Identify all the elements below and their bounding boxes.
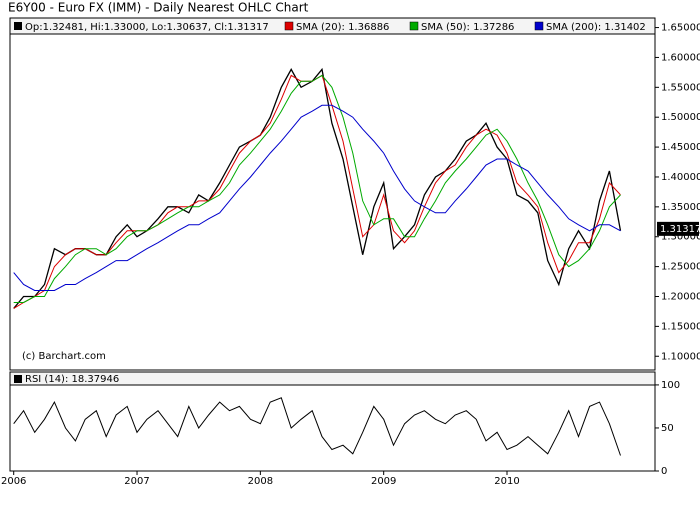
series-line — [13, 67, 622, 309]
x-tick-label: 2010 — [494, 476, 519, 487]
chart-title: E6Y00 - Euro FX (IMM) - Daily Nearest OH… — [8, 1, 309, 15]
ohlc-label: Op:1.32481, Hi:1.33000, Lo:1.30637, Cl:1… — [25, 22, 269, 33]
y-tick-label: 1.20000 — [661, 291, 700, 302]
y-tick-label: 0 — [661, 466, 667, 477]
x-tick-label: 2009 — [371, 476, 396, 487]
rsi-legend-bar — [9, 371, 656, 386]
y-tick-label: 1.30000 — [661, 232, 700, 243]
legend-label: SMA (200): 1.31402 — [546, 22, 646, 33]
price-panel — [9, 17, 656, 371]
y-tick-label: 1.35000 — [661, 202, 700, 213]
series-line — [13, 104, 621, 291]
y-tick-label: 1.25000 — [661, 262, 700, 273]
y-tick-label: 1.55000 — [661, 82, 700, 93]
rsi-panel — [9, 371, 656, 472]
legend-swatch — [534, 21, 544, 31]
legend-swatch — [14, 375, 22, 383]
legend-swatch — [14, 22, 22, 30]
legend-swatch — [284, 21, 294, 31]
y-tick-label: 100 — [661, 380, 680, 391]
y-tick-label: 50 — [661, 423, 674, 434]
legend-swatch — [409, 21, 419, 31]
legend-bar — [9, 17, 656, 35]
y-tick-label: 1.40000 — [661, 172, 700, 183]
x-tick-label: 2007 — [124, 476, 149, 487]
last-price-label: 1.31317 — [660, 224, 700, 235]
y-tick-label: 1.15000 — [661, 321, 700, 332]
y-tick-label: 1.65000 — [661, 23, 700, 34]
series-line — [13, 74, 621, 303]
legend-label: SMA (50): 1.37286 — [421, 22, 514, 33]
rsi-label: RSI (14): 18.37946 — [25, 374, 119, 385]
y-tick-label: 1.50000 — [661, 112, 700, 123]
x-tick-label: 2008 — [248, 476, 273, 487]
annotation: (c) Barchart.com — [22, 351, 106, 362]
rsi-line — [13, 397, 621, 456]
y-tick-label: 1.60000 — [661, 52, 700, 63]
legend-label: SMA (20): 1.36886 — [296, 22, 389, 33]
y-tick-label: 1.10000 — [661, 351, 700, 362]
last-price-box — [657, 221, 699, 236]
y-tick-label: 1.45000 — [661, 142, 700, 153]
x-tick-label: 2006 — [1, 476, 26, 487]
